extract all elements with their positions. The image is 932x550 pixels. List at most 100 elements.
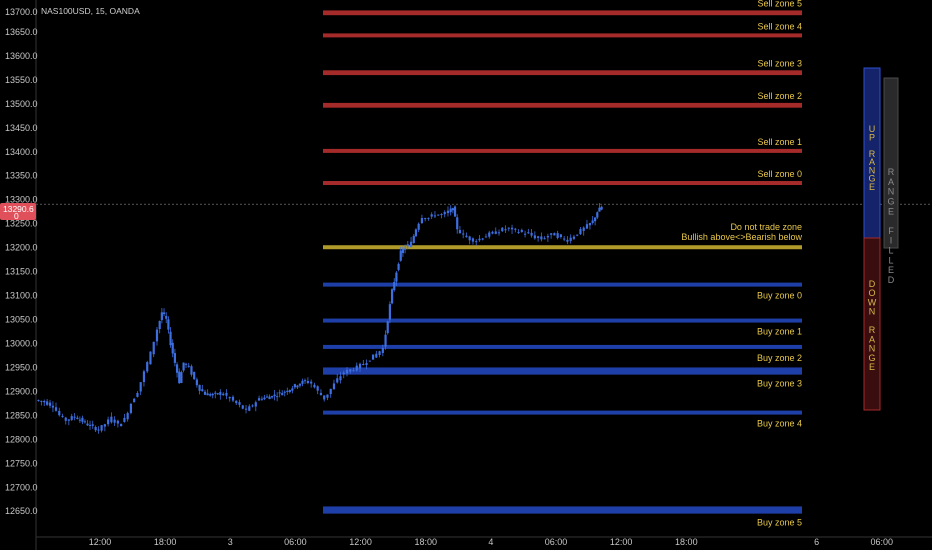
candle-body xyxy=(165,315,168,319)
range-label-char: N xyxy=(869,307,876,317)
candle-body xyxy=(293,384,296,388)
candle-body xyxy=(507,227,510,229)
candle-body xyxy=(336,378,339,383)
x-tick-label: 12:00 xyxy=(89,537,112,547)
candle-body xyxy=(219,391,222,396)
candle-body xyxy=(169,331,172,346)
candle-body xyxy=(260,398,264,400)
range-label-char: G xyxy=(868,174,875,184)
candle-body xyxy=(81,417,84,422)
candle-body xyxy=(579,229,582,235)
candle-body xyxy=(126,413,129,420)
y-tick-label: 12650.0 xyxy=(5,506,38,516)
candle-body xyxy=(443,211,446,215)
y-tick-label: 13500.0 xyxy=(5,99,38,109)
candle-body xyxy=(313,384,316,388)
candle-body xyxy=(537,236,540,238)
down-range-box xyxy=(863,237,881,411)
range-filled-box xyxy=(883,77,899,249)
x-tick-label: 06:00 xyxy=(871,537,894,547)
candle-body xyxy=(510,227,514,230)
candle-body xyxy=(540,236,543,240)
candle-body xyxy=(257,398,261,401)
candle-body xyxy=(235,400,238,404)
x-axis: 12:00 18:00 3 06:00 12:00 18:00 4 06:00 12:00 18:… xyxy=(36,536,932,547)
range-label-char: L xyxy=(888,255,893,265)
zone-label: Sell zone 3 xyxy=(757,58,802,68)
candle-body xyxy=(316,386,319,391)
y-tick-label-top: 13700.0 xyxy=(5,7,38,17)
candle-body xyxy=(146,362,149,372)
candle-body xyxy=(323,395,326,400)
candle-body xyxy=(533,235,536,239)
candle-body xyxy=(103,424,106,427)
range-label-char: P xyxy=(869,132,875,142)
x-tick-label: 6 xyxy=(814,537,819,547)
candle-body xyxy=(399,250,402,261)
candle-body xyxy=(291,388,294,391)
candle-body xyxy=(94,426,97,431)
candle-body xyxy=(251,405,254,407)
x-tick-label: 18:00 xyxy=(414,537,437,547)
x-tick-label: 4 xyxy=(488,537,493,547)
candle-body xyxy=(139,382,142,392)
candle-body xyxy=(440,214,443,216)
x-tick-label: 12:00 xyxy=(610,537,633,547)
candle-body xyxy=(201,389,204,392)
zone-band-buy-zone-5 xyxy=(323,506,802,514)
candle-body xyxy=(123,417,126,422)
x-tick-label: 06:00 xyxy=(284,537,307,547)
y-tick-label: 12850.0 xyxy=(5,410,38,420)
y-tick-label: 13250.0 xyxy=(5,219,38,229)
candle-body xyxy=(184,363,188,365)
x-tick-label: 3 xyxy=(228,537,233,547)
zones-layer: Sell zone 5 Sell zone 4 Sell zone 3 Sell zo… xyxy=(323,0,802,528)
candle-body xyxy=(319,392,323,396)
x-tick-label: 06:00 xyxy=(545,537,568,547)
candle-body xyxy=(365,363,368,366)
candle-body xyxy=(339,376,342,381)
candle-body xyxy=(286,390,289,392)
y-tick-label: 13400.0 xyxy=(5,147,38,157)
zone-band-sell-zone-2 xyxy=(323,102,802,108)
candle-body xyxy=(381,348,384,353)
candle-body xyxy=(600,206,603,210)
candle-body xyxy=(465,235,468,238)
candle-body xyxy=(64,417,67,421)
candle-body xyxy=(417,223,420,230)
candle-body xyxy=(497,232,501,234)
zone-label: Do not trade zone xyxy=(730,222,802,232)
candle-body xyxy=(214,392,217,394)
candle-body xyxy=(281,393,284,396)
candle-body xyxy=(296,385,299,388)
zone-band-sell-zone-4 xyxy=(323,33,802,38)
candle-body xyxy=(517,231,520,233)
candle-body xyxy=(110,416,113,423)
y-tick-label: 13600.0 xyxy=(5,51,38,61)
candle-body xyxy=(462,233,465,235)
range-label-char: G xyxy=(887,196,894,206)
candle-body xyxy=(195,379,198,386)
zone-band-buy-zone-3 xyxy=(323,367,802,375)
candle-body xyxy=(451,208,454,211)
candle-body xyxy=(37,400,40,402)
candle-body xyxy=(244,408,248,410)
candle-body xyxy=(471,238,475,242)
candle-body xyxy=(306,381,310,384)
candle-body xyxy=(527,232,530,234)
zone-label: Sell zone 0 xyxy=(757,169,802,179)
zone-label: Buy zone 3 xyxy=(757,379,802,389)
candle-body xyxy=(332,383,336,390)
candle-body xyxy=(273,394,276,397)
candle-body xyxy=(371,354,375,360)
candle-body xyxy=(345,369,349,374)
candle-body xyxy=(67,419,70,421)
candle-body xyxy=(594,217,597,222)
candle-body xyxy=(329,388,332,395)
candle-body xyxy=(563,238,566,240)
y-axis: 13700.0 13650.0 13600.0 13550.0 13500.0 13450… xyxy=(5,0,38,550)
candle-body xyxy=(298,383,302,386)
zone-band-sell-zone-3 xyxy=(323,70,802,76)
x-tick-label: 18:00 xyxy=(154,537,177,547)
candle-body xyxy=(596,212,599,218)
